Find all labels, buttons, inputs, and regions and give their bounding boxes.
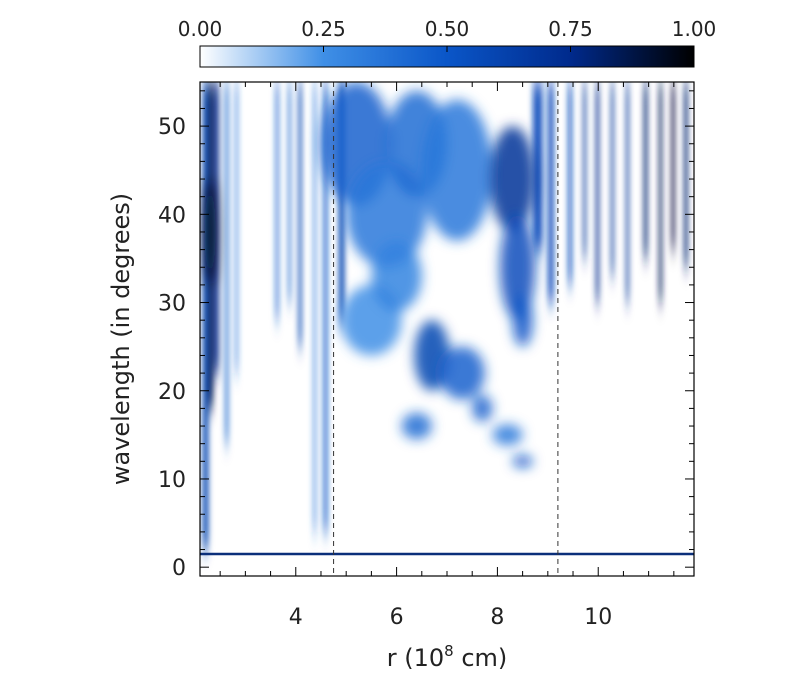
heatmap-column — [235, 82, 238, 374]
y-tick-label: 30 — [158, 292, 186, 317]
plot-area: 4 6 8 10 0 10 20 30 40 50 — [158, 81, 695, 630]
heatmap-column — [625, 82, 629, 303]
colorbar-tick-label: 1.00 — [672, 17, 717, 41]
heatmap-region — [492, 424, 523, 446]
heatmap-column — [202, 82, 209, 550]
y-tick-label: 0 — [172, 556, 186, 581]
heatmap-column — [567, 82, 573, 285]
heatmap-region — [439, 346, 485, 400]
heatmap-column — [583, 82, 587, 259]
heatmap-column — [658, 82, 663, 303]
x-axis-title-main: r (10 — [387, 644, 444, 672]
colorbar-tick-label: 0.75 — [548, 17, 593, 41]
heatmap-column — [547, 82, 554, 303]
heatmap-column — [671, 82, 675, 250]
heatmap-column — [214, 82, 220, 374]
heatmap-column — [288, 82, 291, 303]
heatmap-column — [275, 82, 279, 321]
heatmap-region — [489, 126, 536, 232]
x-axis-title-superscript: 8 — [444, 642, 454, 660]
y-axis-title: wavelength (in degrees) — [107, 193, 135, 485]
heatmap-column — [313, 82, 316, 532]
heatmap-column — [643, 82, 648, 259]
colorbar-tick-label: 0.25 — [301, 17, 346, 41]
heatmap-region — [472, 395, 493, 422]
heatmap-column — [683, 82, 688, 268]
y-tick-label: 50 — [158, 115, 186, 140]
heatmap-column — [323, 82, 328, 532]
y-tick-label: 10 — [158, 468, 186, 493]
colorbar: 0.00 0.25 0.50 0.75 1.00 — [178, 17, 717, 68]
y-tick-label: 40 — [158, 203, 186, 228]
x-tick-label: 10 — [584, 605, 612, 630]
heatmap-region — [421, 99, 493, 241]
colorbar-tick-label: 0.50 — [425, 17, 470, 41]
heatmap-column — [532, 82, 543, 250]
x-tick-label: 6 — [390, 605, 404, 630]
heatmap-column — [225, 82, 229, 444]
heatmap-region — [371, 240, 422, 312]
colorbar-tick-label: 0.00 — [178, 17, 223, 41]
heatmap-region — [512, 455, 533, 468]
x-tick-label: 8 — [490, 605, 504, 630]
heatmap-region — [499, 214, 536, 321]
heatmap-region — [512, 293, 533, 347]
heatmap-column — [338, 82, 345, 321]
heatmap-blobs — [204, 82, 536, 468]
x-axis-title: r (108 cm) — [387, 642, 508, 672]
heatmap-columns — [202, 82, 688, 550]
heatmap-region — [401, 412, 432, 440]
heatmap-region — [204, 179, 217, 285]
x-axis-title-tail: cm) — [454, 644, 508, 672]
y-tick-label: 20 — [158, 380, 186, 405]
heatmap-column — [298, 82, 302, 347]
heatmap-column — [610, 82, 614, 277]
heatmap-column — [595, 82, 600, 303]
x-tick-label: 4 — [289, 605, 303, 630]
